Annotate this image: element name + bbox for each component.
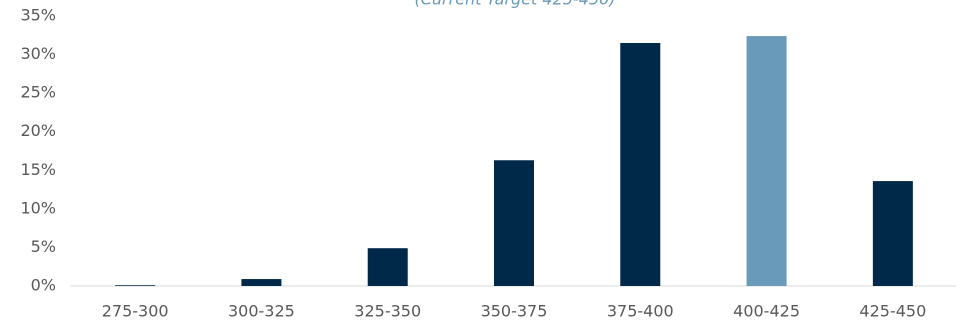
bar [115, 285, 156, 286]
x-tick-label: 425-450 [859, 302, 926, 321]
y-tick-label: 20% [20, 121, 56, 140]
chart-subtitle: (Current Target 425-450) [415, 0, 616, 9]
y-tick-label: 10% [20, 198, 56, 217]
bar [620, 43, 661, 286]
y-tick-label: 25% [20, 83, 56, 102]
y-tick-label: 5% [31, 237, 56, 256]
y-tick-label: 35% [20, 6, 56, 25]
y-tick-label: 15% [20, 160, 56, 179]
bar [872, 181, 913, 286]
x-tick-label: 375-400 [607, 302, 674, 321]
bar [241, 279, 282, 286]
x-tick-label: 400-425 [733, 302, 800, 321]
bar [494, 160, 534, 286]
x-tick-label: 275-300 [102, 302, 169, 321]
x-tick-label: 350-375 [481, 302, 548, 321]
y-tick-label: 0% [31, 276, 56, 295]
x-tick-label: 300-325 [228, 302, 295, 321]
y-tick-label: 30% [20, 44, 56, 63]
bar [367, 248, 408, 286]
x-tick-label: 325-350 [354, 302, 421, 321]
bar [746, 36, 787, 286]
